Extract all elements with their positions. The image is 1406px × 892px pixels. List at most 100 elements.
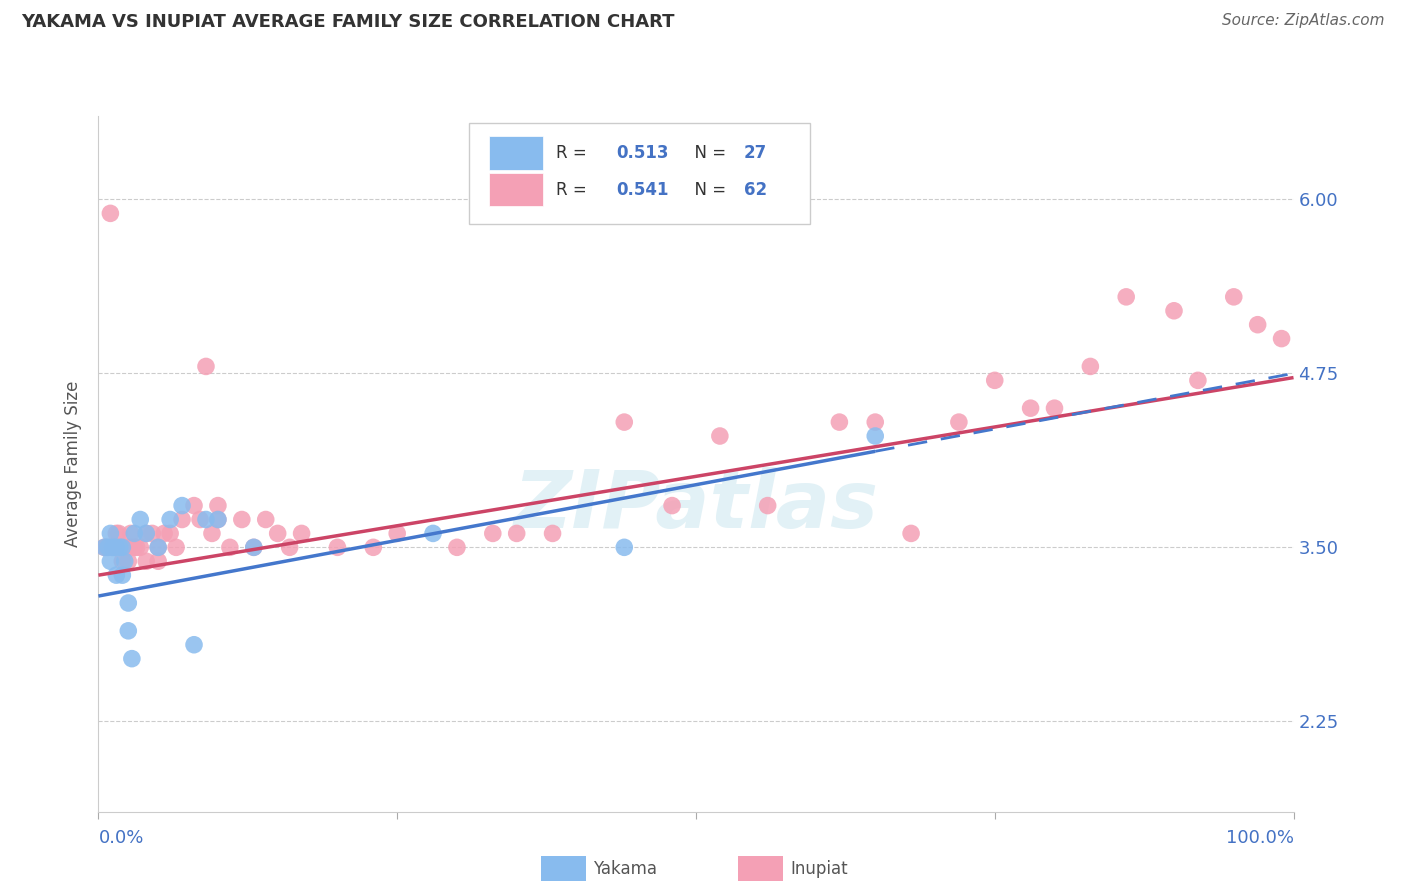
FancyBboxPatch shape [489, 136, 543, 169]
Point [159, 526, 181, 541]
Point [135, 554, 157, 568]
Point [1163, 303, 1185, 318]
Point [194, 512, 218, 526]
Point [219, 541, 242, 555]
Point [93, 541, 115, 555]
Point [105, 568, 128, 582]
Text: N =: N = [685, 144, 731, 161]
Point [108, 541, 131, 555]
Point [948, 415, 970, 429]
Text: N =: N = [685, 181, 731, 199]
Point [709, 429, 731, 443]
Text: R =: R = [557, 144, 592, 161]
Point [1043, 401, 1066, 416]
Text: Source: ZipAtlas.com: Source: ZipAtlas.com [1222, 13, 1385, 29]
Point [661, 499, 683, 513]
Point [363, 541, 385, 555]
Point [446, 541, 468, 555]
FancyBboxPatch shape [489, 173, 543, 206]
Point [111, 554, 134, 568]
Point [129, 541, 152, 555]
Point [125, 541, 148, 555]
Point [1187, 373, 1209, 387]
Point [98, 206, 122, 220]
Point [117, 541, 139, 555]
Point [124, 541, 146, 555]
Point [148, 541, 170, 555]
Point [863, 415, 887, 429]
Point [97, 541, 120, 555]
Point [111, 568, 134, 582]
Point [124, 526, 146, 541]
Point [1246, 318, 1268, 332]
Point [613, 415, 636, 429]
Point [1080, 359, 1102, 374]
Point [96, 541, 118, 555]
Point [148, 541, 170, 555]
Point [117, 554, 139, 568]
Text: 100.0%: 100.0% [1226, 829, 1294, 847]
Point [183, 499, 205, 513]
Point [117, 624, 139, 638]
Point [506, 526, 529, 541]
Point [291, 526, 314, 541]
Point [541, 526, 564, 541]
Point [1019, 401, 1042, 416]
Point [207, 512, 229, 526]
Point [231, 512, 253, 526]
Point [121, 651, 143, 665]
Point [98, 554, 122, 568]
Point [172, 499, 194, 513]
Point [481, 526, 505, 541]
Point [107, 526, 129, 541]
Point [900, 526, 922, 541]
Text: YAKAMA VS INUPIAT AVERAGE FAMILY SIZE CORRELATION CHART: YAKAMA VS INUPIAT AVERAGE FAMILY SIZE CO… [21, 13, 675, 31]
Point [756, 499, 779, 513]
Text: 62: 62 [744, 181, 766, 199]
Point [422, 526, 444, 541]
Point [101, 541, 124, 555]
Point [148, 554, 170, 568]
Text: 27: 27 [744, 144, 768, 161]
Point [129, 512, 152, 526]
Point [105, 541, 128, 555]
Point [254, 512, 277, 526]
Point [183, 638, 205, 652]
Point [385, 526, 409, 541]
Point [93, 541, 115, 555]
Y-axis label: Average Family Size: Average Family Size [65, 381, 83, 547]
Point [194, 359, 218, 374]
Point [1115, 290, 1137, 304]
Point [188, 512, 211, 526]
Point [159, 512, 181, 526]
Text: ZIPatlas: ZIPatlas [513, 467, 879, 545]
Point [207, 499, 229, 513]
Point [135, 526, 157, 541]
Text: 0.541: 0.541 [616, 181, 668, 199]
Point [243, 541, 266, 555]
Point [828, 415, 851, 429]
Point [120, 526, 142, 541]
Point [117, 596, 139, 610]
Text: 0.0%: 0.0% [98, 829, 143, 847]
Point [1271, 332, 1294, 346]
FancyBboxPatch shape [470, 123, 810, 224]
Point [326, 541, 349, 555]
Point [278, 541, 301, 555]
Point [114, 541, 136, 555]
Point [153, 526, 176, 541]
Text: 0.513: 0.513 [616, 144, 668, 161]
Text: R =: R = [557, 181, 592, 199]
Point [141, 526, 163, 541]
Text: Inupiat: Inupiat [790, 860, 848, 878]
Point [863, 429, 887, 443]
Point [1222, 290, 1246, 304]
Point [135, 526, 157, 541]
Point [101, 541, 124, 555]
Point [165, 541, 187, 555]
Point [201, 526, 224, 541]
Point [243, 541, 266, 555]
Point [105, 526, 128, 541]
Point [984, 373, 1007, 387]
Text: Yakama: Yakama [593, 860, 658, 878]
